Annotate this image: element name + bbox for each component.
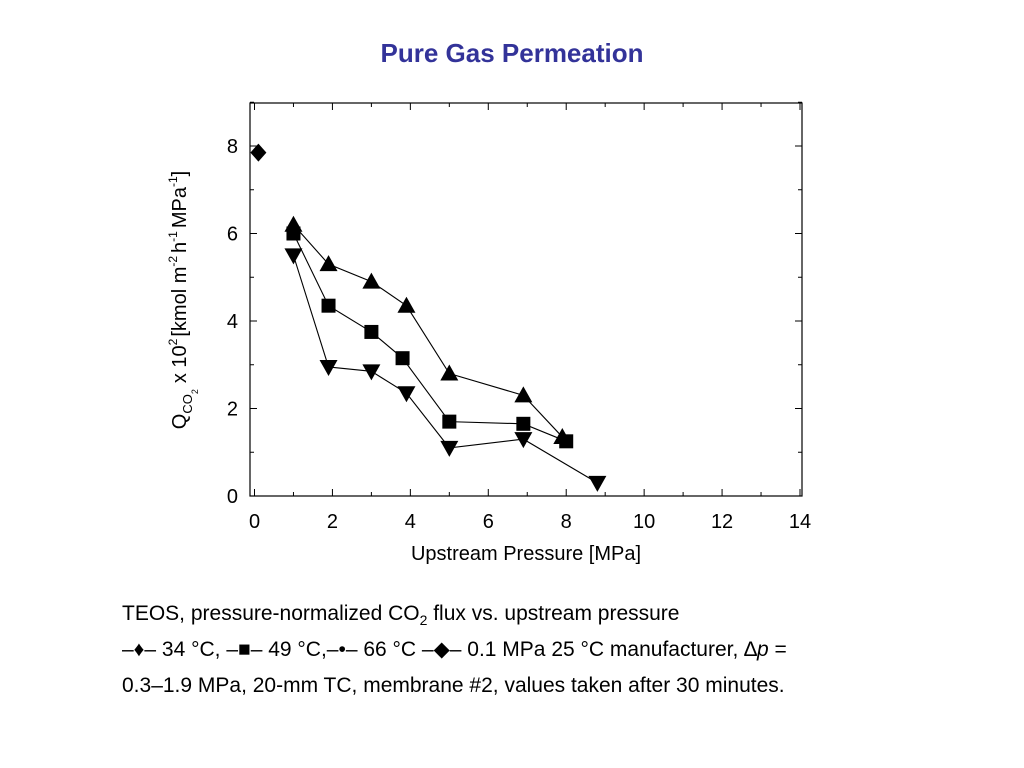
series-1-point <box>319 255 338 272</box>
series-2-point <box>442 414 457 429</box>
y-tick-label: 8 <box>227 136 238 158</box>
series-markers <box>250 143 607 492</box>
axes: 0 2 4 6 8 10 12 14 0 2 4 6 8 <box>227 101 811 533</box>
chart-title: Pure Gas Permeation <box>380 38 644 68</box>
series-3-point <box>362 364 381 381</box>
y-tick-label: 2 <box>227 399 238 421</box>
x-tick-label: 8 <box>561 511 572 533</box>
x-axis-label: Upstream Pressure [MPa] <box>411 543 641 565</box>
caption-line-1: TEOS, pressure-normalized CO2 flux vs. u… <box>122 602 680 629</box>
series-2-point <box>559 434 574 449</box>
caption-line-3: 0.3–1.9 MPa, 20-mm TC, membrane #2, valu… <box>122 674 785 697</box>
x-tick-label: 12 <box>711 511 733 533</box>
series-1-point <box>362 272 381 289</box>
y-tick-label: 6 <box>227 224 238 246</box>
y-tick-label: 4 <box>227 311 238 333</box>
series-3-point <box>514 432 533 449</box>
series-4-point <box>250 143 267 162</box>
chart: 0 2 4 6 8 10 12 14 0 2 4 6 8 Upstream Pressure [MPa]… <box>166 101 811 565</box>
series-3-point <box>588 475 607 492</box>
series-2-point <box>364 324 379 339</box>
x-tick-label: 2 <box>327 511 338 533</box>
series-1-point <box>514 386 533 403</box>
series-3-point <box>397 386 416 403</box>
x-tick-label: 4 <box>405 511 416 533</box>
series-2-point <box>286 226 301 241</box>
series-2-point <box>321 298 336 313</box>
series-2-point <box>516 416 531 431</box>
series-3-point <box>440 440 459 457</box>
x-tick-label: 6 <box>483 511 494 533</box>
series-2-point <box>395 351 410 366</box>
series-2-line <box>292 233 567 442</box>
x-tick-label: 0 <box>249 511 260 533</box>
y-tick-label: 0 <box>227 486 238 508</box>
caption-line-2: –♦– 34 °C, –■– 49 °C,–•– 66 °C –◆– 0.1 M… <box>122 638 787 661</box>
y-axis-label: QCO2x 102[kmol m-2h-1MPa-1] <box>166 171 200 429</box>
series-1-line <box>293 224 563 438</box>
series-1-point <box>397 296 416 313</box>
series-3-point <box>284 248 303 265</box>
series-3-point <box>319 359 338 376</box>
x-tick-label: 10 <box>633 511 655 533</box>
series-1-point <box>440 364 459 381</box>
x-tick-label: 14 <box>789 511 811 533</box>
caption: TEOS, pressure-normalized CO2 flux vs. u… <box>122 596 982 704</box>
plot-frame <box>249 102 803 497</box>
